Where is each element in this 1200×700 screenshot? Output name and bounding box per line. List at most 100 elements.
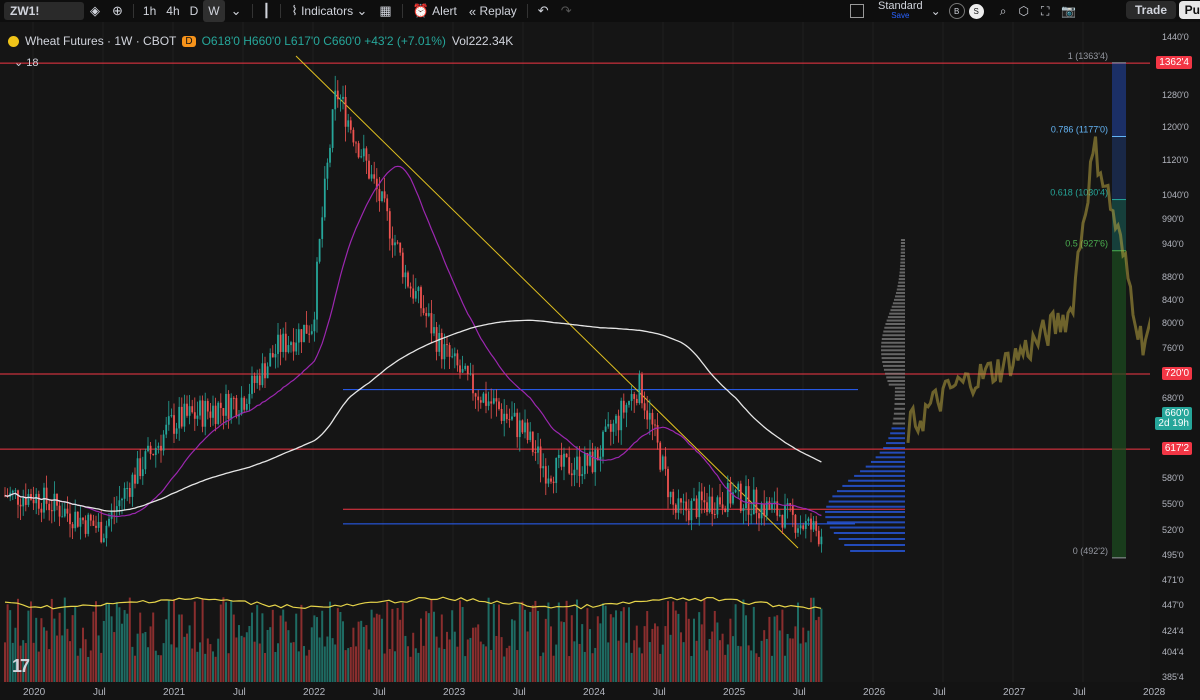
volume-bar [235,637,238,682]
volume-bar [526,631,529,682]
candle-body [737,483,740,491]
candle-body [308,333,311,335]
candle-body [485,393,487,406]
symbol-search-input[interactable]: ZW1! [4,2,84,20]
watch-icon[interactable]: ◈ [90,3,100,18]
volume-bar [147,647,149,682]
volume-bar [227,653,230,682]
candle-body [297,329,300,343]
time-tick-label: 2024 [583,687,606,698]
candle-body [240,397,243,415]
candle-body [422,308,425,314]
trade-button[interactable]: Trade [1125,1,1176,19]
volume-bar [721,633,724,682]
indicators-button[interactable]: ⌇ Indicators ⌄ [285,0,373,22]
time-tick-label: 2020 [23,687,46,698]
volume-bar [641,653,643,682]
candle-body [807,518,810,522]
chevron-down-icon[interactable]: ⌄ [930,4,941,18]
candle-body [560,454,563,467]
volume-bar [399,619,402,682]
volume-profile-bar [899,268,905,271]
alarm-icon: ⏰ [412,3,429,18]
volume-profile-bar [842,484,905,487]
volume-bar [248,626,251,682]
volume-bar [420,618,422,682]
volume-bar [596,616,599,682]
compare-add-icon[interactable]: ⊕ [112,3,123,18]
candle-body [404,272,407,278]
volume-bar [97,635,100,682]
volume-bar [240,635,243,682]
layout-grid-icon[interactable]: ▦ [379,3,392,18]
candle-body [225,393,227,416]
layout-checkbox[interactable] [850,4,864,18]
volume-bar [784,655,786,682]
candle-body [529,431,532,440]
candle-body [448,345,451,357]
volume-bar [409,656,412,682]
volume-bar [321,610,324,682]
redo-icon[interactable]: ↷ [560,3,572,18]
volume-profile-bar [883,364,905,367]
candle-body [79,517,82,527]
candle-body [126,487,129,489]
indicators-toggle[interactable]: ⌄ 18 [14,57,39,69]
publish-button[interactable]: Pu [1178,1,1200,19]
camera-icon[interactable]: 📷 [1061,4,1077,18]
volume-bar [40,618,43,682]
candle-body [160,445,162,451]
volume-bar [212,651,214,682]
timeframe-4h[interactable]: 4h [166,4,180,18]
volume-bar [287,630,290,682]
badge-s[interactable]: S [968,3,984,19]
volume-profile-bar [826,521,905,524]
candle-body [622,400,625,413]
candle-body [89,514,92,521]
settings-icon[interactable]: ⬡ [1018,4,1029,18]
volume-bar [797,602,799,682]
volume-bar [243,637,246,682]
time-axis[interactable]: 2020 Jul 2021 Jul 2022 Jul 2023 Jul 2024 Jul 2025 J… [0,682,1200,700]
volume-bar [693,618,695,682]
fibonacci-retracement[interactable]: 1 (1363'4) 0.786 (1177'0) 0.618 (1030'4) 0.… [1050,51,1126,559]
volume-bar [391,608,394,682]
alert-button[interactable]: ⏰ Alert [407,0,463,22]
timeframe-1h[interactable]: 1h [142,4,157,18]
divider [251,4,253,18]
legend-badge: D [182,35,196,47]
candle-body [292,342,295,352]
volume-bar [141,633,144,682]
volume-bar [726,644,729,682]
volume-bar [453,631,456,682]
candle-body [812,521,815,530]
legend-title[interactable]: Wheat Futures · 1W · CBOT [25,34,177,48]
price-axis[interactable]: 1440'01360'01280'01200'01120'01040'0990'… [1150,22,1200,682]
timeframe-w[interactable]: W [203,0,225,22]
badge-b[interactable]: B [948,3,965,19]
volume-bar [802,627,805,682]
volume-bar [742,599,745,682]
candle-body [531,431,534,453]
fullscreen-icon[interactable]: ⛶ [1040,3,1050,18]
candle-body [550,478,552,482]
volume-profile-bar [887,380,905,382]
undo-icon[interactable]: ↶ [537,3,549,18]
volume-bar [625,642,628,682]
layout-save-button[interactable]: Standard Save [878,1,923,21]
candles-icon[interactable]: ┃ [262,3,271,18]
volume-bar [659,653,662,682]
candle-body [381,191,383,202]
chevron-down-icon[interactable]: ⌄ [230,3,242,18]
time-tick-label: Jul [513,687,526,698]
candle-body [620,400,623,431]
timeframe-d[interactable]: D [189,4,199,18]
candle-body [147,445,149,452]
volume-bar [638,647,641,682]
volume-bar [290,642,292,682]
search-icon[interactable]: ⌕ [999,3,1007,18]
volume-bar [201,598,204,682]
volume-profile-bar [894,394,905,397]
replay-button[interactable]: « Replay [463,0,523,22]
